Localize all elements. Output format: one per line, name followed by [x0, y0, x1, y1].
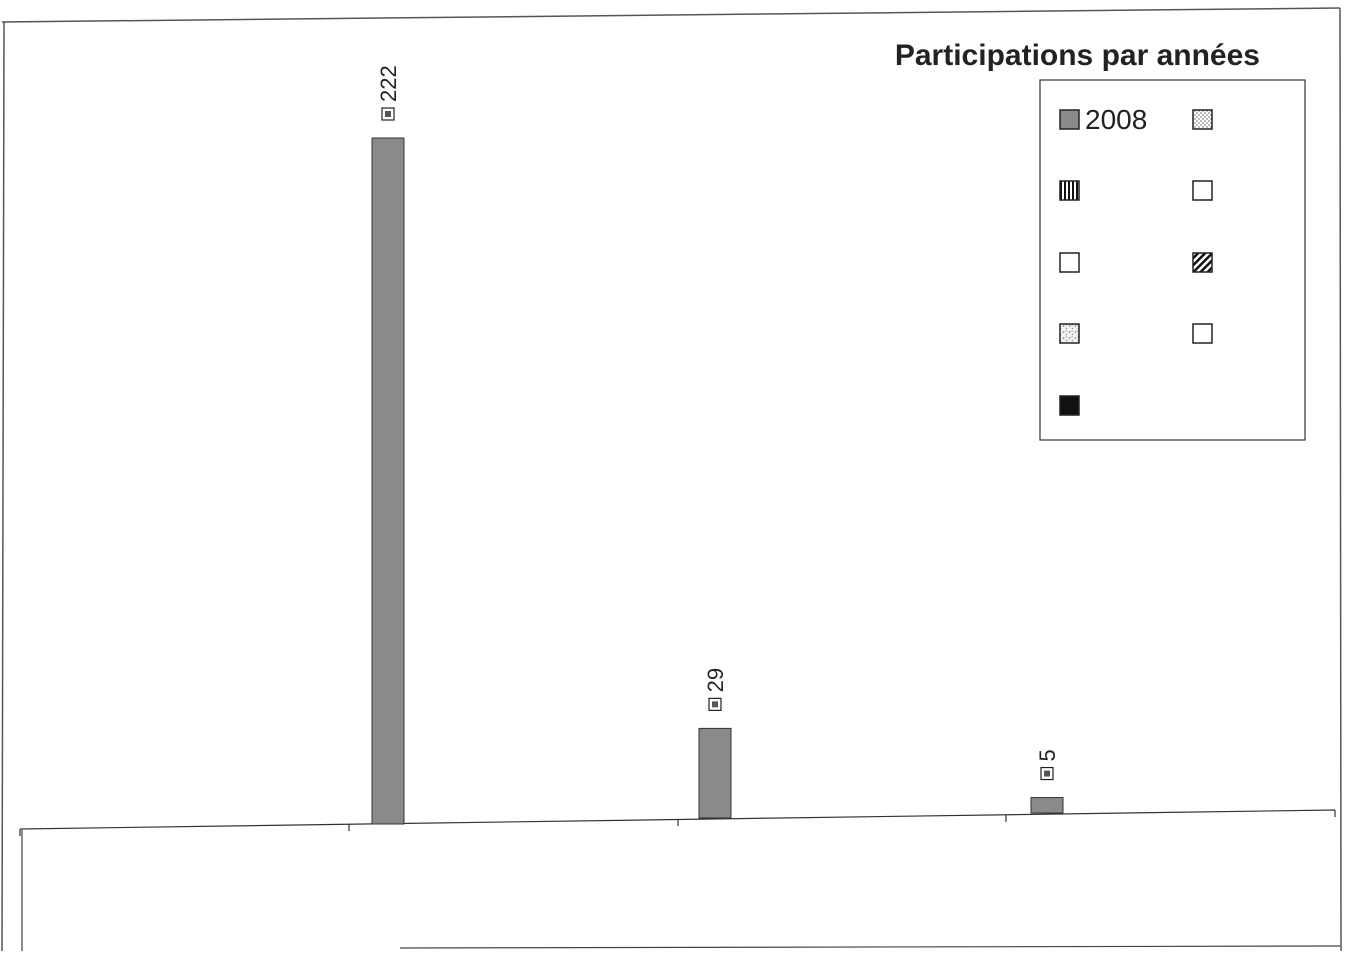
- legend-swatch-icon: [1192, 109, 1213, 130]
- legend-swatch-icon: [1059, 252, 1080, 273]
- page-frame: [1, 7, 1342, 952]
- x-axis: [19, 809, 1336, 836]
- legend-swatch-icon: [1192, 323, 1213, 344]
- legend-label: 2008: [1085, 104, 1147, 135]
- bar-1: [371, 137, 405, 825]
- legend-item-5: [1059, 252, 1080, 273]
- legend-item-8: [1192, 323, 1213, 344]
- bars: [371, 137, 1064, 825]
- data-label-2: 29: [703, 668, 728, 711]
- data-label-1: 222: [376, 65, 401, 121]
- legend-swatch-icon: [1192, 180, 1213, 201]
- data-label-3: 5: [1035, 749, 1060, 781]
- legend-item-3: [1059, 180, 1080, 201]
- data-labels: 222 29 5: [376, 65, 1060, 781]
- data-label-text: 29: [703, 668, 728, 692]
- legend-swatch-icon: [1059, 395, 1080, 416]
- legend-swatch-icon: [1059, 180, 1080, 201]
- legend-item-2: [1192, 109, 1213, 130]
- bar-3: [1030, 797, 1064, 814]
- bar-2: [698, 727, 732, 819]
- legend-swatch-icon: [1059, 109, 1080, 130]
- legend-item-6: [1192, 252, 1213, 273]
- legend-swatch-icon: [1192, 252, 1213, 273]
- data-label-text: 5: [1035, 749, 1060, 761]
- legend: 2008: [1039, 79, 1306, 441]
- legend-swatch-icon: [1059, 323, 1080, 344]
- chart-title: Participations par années: [895, 39, 1260, 72]
- legend-item-7: [1059, 323, 1080, 344]
- legend-item-1: 2008: [1059, 104, 1147, 135]
- legend-item-4: [1192, 180, 1213, 201]
- legend-box: [1039, 79, 1306, 441]
- legend-item-9: [1059, 395, 1080, 416]
- data-label-text: 222: [376, 65, 401, 102]
